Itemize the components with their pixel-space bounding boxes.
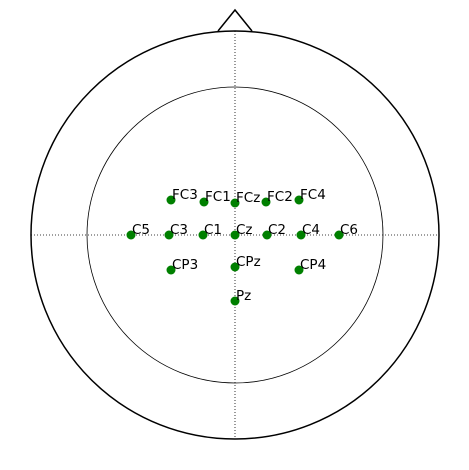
electrode: C4	[296, 222, 320, 240]
electrode-marker	[198, 230, 208, 240]
electrode: FC2	[261, 189, 293, 207]
electrode-label: C4	[302, 222, 320, 238]
electrode: C1	[198, 222, 222, 240]
electrode-marker	[166, 265, 176, 275]
electrode-marker	[230, 296, 240, 306]
electrode-label: C1	[204, 222, 222, 238]
electrode: C6	[334, 222, 358, 240]
electrode: C3	[164, 222, 188, 240]
electrode-marker	[199, 197, 209, 207]
electrode-label: C2	[268, 222, 286, 238]
electrode-marker	[230, 230, 240, 240]
electrode-marker	[294, 265, 304, 275]
electrode: FCz	[230, 190, 260, 208]
electrode: Pz	[230, 288, 251, 306]
electrode-label: Cz	[236, 222, 253, 238]
electrode-label: CP4	[300, 257, 326, 273]
nose-outline	[217, 8, 253, 32]
electrode-label: FC3	[172, 187, 198, 203]
electrode: CP3	[166, 257, 198, 275]
electrode-label: FCz	[236, 190, 260, 206]
electrode: FC1	[199, 189, 231, 207]
electrode-label: FC1	[205, 189, 231, 205]
electrode-marker	[126, 230, 136, 240]
electrode-label: C6	[340, 222, 358, 238]
electrode-label: C3	[170, 222, 188, 238]
electrode-label: Pz	[236, 288, 251, 304]
electrode: C5	[126, 222, 150, 240]
electrode: CP4	[294, 257, 326, 275]
electrode-label: FC4	[300, 187, 326, 203]
electrode-marker	[261, 197, 271, 207]
electrode-marker	[230, 198, 240, 208]
electrode-label: FC2	[267, 189, 293, 205]
electrode-label: CP3	[172, 257, 198, 273]
electrode-marker	[230, 262, 240, 272]
electrode-marker	[166, 195, 176, 205]
electrode-marker	[294, 195, 304, 205]
electrode: C2	[262, 222, 286, 240]
electrode: CPz	[230, 254, 261, 272]
electrode: Cz	[230, 222, 253, 240]
electrode: FC4	[294, 187, 326, 205]
electrode-marker	[296, 230, 306, 240]
electrode-marker	[334, 230, 344, 240]
electrode: FC3	[166, 187, 198, 205]
electrode-label: CPz	[236, 254, 261, 270]
electrode-label: C5	[132, 222, 150, 238]
electrode-marker	[262, 230, 272, 240]
electrode-marker	[164, 230, 174, 240]
